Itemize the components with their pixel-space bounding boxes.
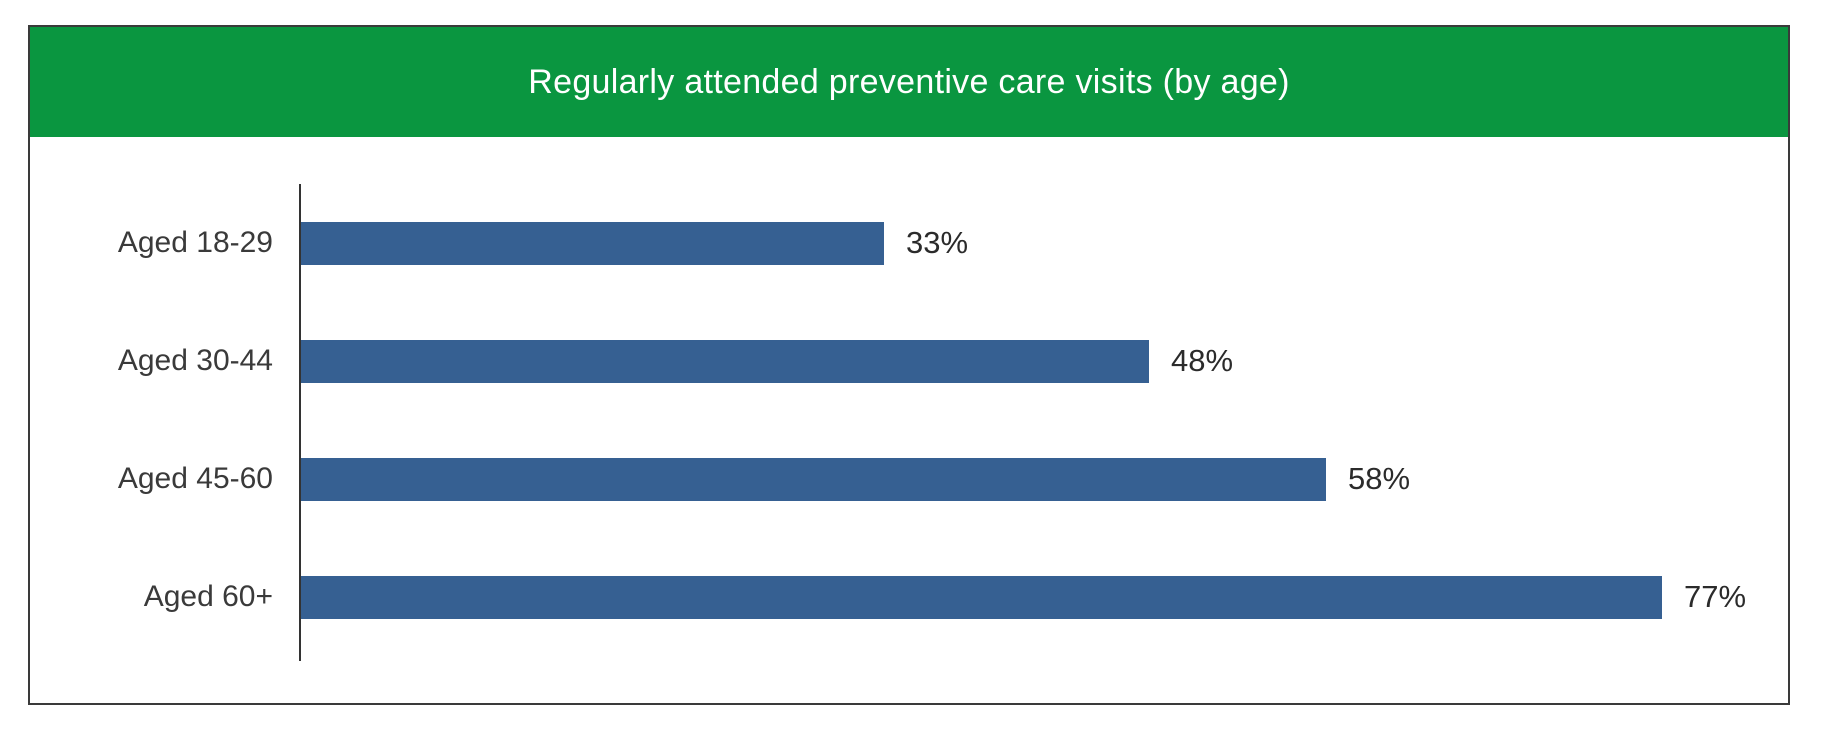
- chart-title-bar: Regularly attended preventive care visit…: [30, 27, 1788, 137]
- bar-row: Aged 30-44 48%: [30, 302, 1788, 420]
- bar-row: Aged 60+ 77%: [30, 538, 1788, 656]
- category-label: Aged 18-29: [117, 226, 273, 259]
- chart-card: Regularly attended preventive care visit…: [28, 25, 1790, 705]
- bar-track: 77%: [299, 538, 1788, 656]
- value-label: 33%: [906, 225, 969, 260]
- category-label: Aged 60+: [143, 580, 273, 613]
- bar-aged-30-44: [301, 339, 1149, 383]
- value-label: 77%: [1684, 579, 1747, 614]
- y-axis-line: [299, 184, 301, 661]
- bar-aged-18-29: [301, 221, 884, 265]
- bar-aged-45-60: [301, 457, 1326, 501]
- bar-track: 33%: [299, 184, 1788, 302]
- bar-rows: Aged 18-29 33% Aged 30-44 48% Aged 45-60…: [30, 184, 1788, 656]
- category-label: Aged 30-44: [117, 344, 273, 377]
- bar-row: Aged 18-29 33%: [30, 184, 1788, 302]
- bar-track: 58%: [299, 420, 1788, 538]
- value-label: 58%: [1348, 461, 1411, 496]
- bar-track: 48%: [299, 302, 1788, 420]
- category-label: Aged 45-60: [117, 462, 273, 495]
- bar-chart: Aged 18-29 33% Aged 30-44 48% Aged 45-60…: [30, 137, 1788, 703]
- chart-title: Regularly attended preventive care visit…: [528, 62, 1290, 101]
- bar-row: Aged 45-60 58%: [30, 420, 1788, 538]
- value-label: 48%: [1171, 343, 1234, 378]
- bar-aged-60-plus: [301, 575, 1662, 619]
